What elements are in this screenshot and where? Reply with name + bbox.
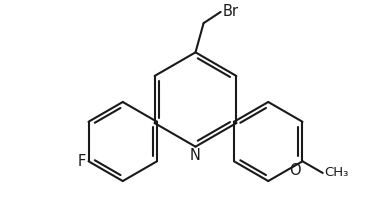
Text: F: F xyxy=(77,154,85,169)
Text: Br: Br xyxy=(223,3,239,18)
Text: O: O xyxy=(289,163,301,178)
Text: CH₃: CH₃ xyxy=(325,166,349,179)
Text: N: N xyxy=(190,148,201,163)
